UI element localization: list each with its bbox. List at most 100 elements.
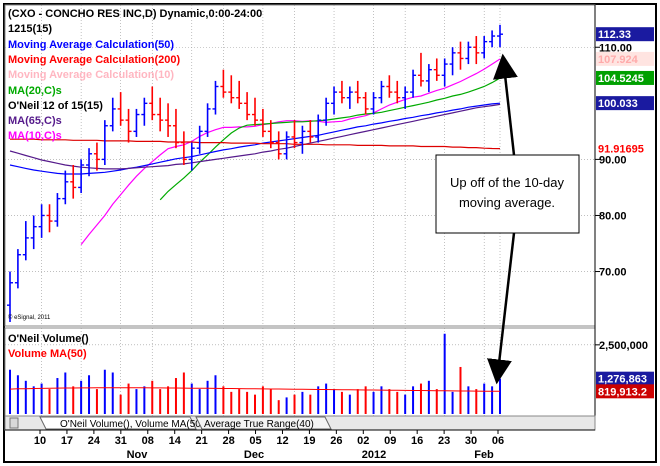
date-tick-label: 02 [357,435,369,447]
callout-line-2: moving average. [459,195,555,210]
volume-panel [4,327,596,417]
date-tick-label: 10 [34,435,46,447]
price-tick-label: 70.00 [599,267,627,279]
price-tag-bg [596,51,654,66]
price-tag-bg [596,27,654,42]
ohlc-bar [228,75,235,104]
date-tick-label: 05 [249,435,261,447]
ohlc-bar [62,170,69,205]
ohlc-bar [346,86,353,109]
price-tag-bg [596,70,654,85]
ohlc-bar [370,92,377,115]
month-label: 2012 [362,449,386,461]
ma-layer [9,58,501,245]
ohlc-bar [402,86,409,109]
ohlc-bar [220,69,227,98]
price-tag: 107.924 [596,51,654,66]
legend-ma20: MA(20,C)s [8,85,62,97]
ohlc-bar [473,36,480,65]
price-tag-label: 91.91695 [598,144,644,156]
ohlc-bar [93,142,100,171]
tab-volume[interactable] [39,416,197,430]
ohlc-bar [331,86,338,115]
ohlc-bar [338,80,345,104]
month-label: Nov [127,449,149,461]
candle-layer [7,24,503,322]
ohlc-bar [78,159,85,194]
ohlc-bar [188,142,195,171]
ohlc-bar [204,103,211,137]
ohlc-bar [425,64,432,93]
legend-oneil: O'Neil 12 of 15(15) [8,100,103,112]
price-tick-label: 110.00 [599,42,632,54]
ohlc-bar [378,80,385,104]
volume-tick-label: 2,500,000 [599,340,648,352]
price-tag-label: 104.5245 [598,73,644,85]
ma-line [80,58,501,245]
date-tick-label: 12 [276,435,288,447]
grid-layer [5,5,595,416]
ohlc-bar [196,125,203,154]
price-tag: 112.33 [596,27,654,42]
ohlc-bar [149,86,156,121]
ohlc-bar [441,58,448,87]
ohlc-bar [157,97,164,132]
ohlc-bar [323,97,330,126]
volume-ma-line [9,387,500,392]
ohlc-bar [394,80,401,104]
ohlc-bar [244,92,251,121]
price-tag-bg [596,96,654,111]
symbol-header: (CXO - CONCHO RES INC,D) Dynamic,0:00-24… [8,8,262,20]
ma-line [9,102,501,175]
ohlc-bar [7,271,13,322]
price-tag-label: 112.33 [598,29,631,41]
ohlc-bar [86,148,93,177]
ohlc-bar [291,120,298,149]
tab-atr[interactable] [195,416,332,430]
callout-box [435,154,580,234]
ohlc-bar [22,221,29,261]
date-tick-label: 28 [222,435,234,447]
ohlc-bar [133,108,140,137]
ohlc-bar [386,75,393,98]
month-label: Dec [244,449,264,461]
tab-volume-label: O'Neil Volume(), Volume MA(50) [60,419,204,430]
date-tick-label: 14 [169,435,182,447]
date-tick-label: 08 [142,435,154,447]
ohlc-bar [236,80,243,109]
vol-layer [9,333,501,414]
ohlc-bar [101,120,108,165]
ohlc-bar [141,97,148,126]
ohlc-bar [315,114,322,143]
callout-line-1: Up off of the 10-day [450,175,564,190]
legend-ma65: MA(65,C)s [8,115,62,127]
date-tick-label: 17 [61,435,73,447]
ohlc-bar [172,108,179,149]
ohlc-bar [38,204,45,238]
tab-atr-label: Average True Range(40) [204,419,314,430]
legend-ma10-calc: Moving Average Calculation(10) [8,69,174,81]
volume-tag-bg [596,371,654,386]
ohlc-bar [180,131,187,165]
ma-line [9,103,501,170]
date-tick-label: 23 [438,435,450,447]
scroll-left-button[interactable] [9,417,19,429]
ohlc-bar [449,47,456,76]
copyright: © eSignal, 2011 [8,314,51,321]
legend-ma200: Moving Average Calculation(200) [8,54,181,66]
date-tick-label: 31 [115,435,127,447]
price-tag: 91.91695 [596,141,654,156]
price-tag: 104.5245 [596,70,654,85]
ohlc-bar [109,97,116,132]
volume-title: O'Neil Volume() [8,333,89,345]
price-tag-bg [596,141,654,156]
volume-tag: 819,913.2 [596,384,654,399]
volume-tag: 1,276,863 [596,371,654,386]
axis-layer: 110.00 90.00 80.00 70.00 2,500,000 112.33 107.… [34,27,654,461]
price-tick-label: 90.00 [599,154,627,166]
bars-label: 1215(15) [8,23,52,35]
ohlc-bar [125,108,132,143]
ohlc-bar [252,97,258,126]
ohlc-bar [117,92,124,126]
